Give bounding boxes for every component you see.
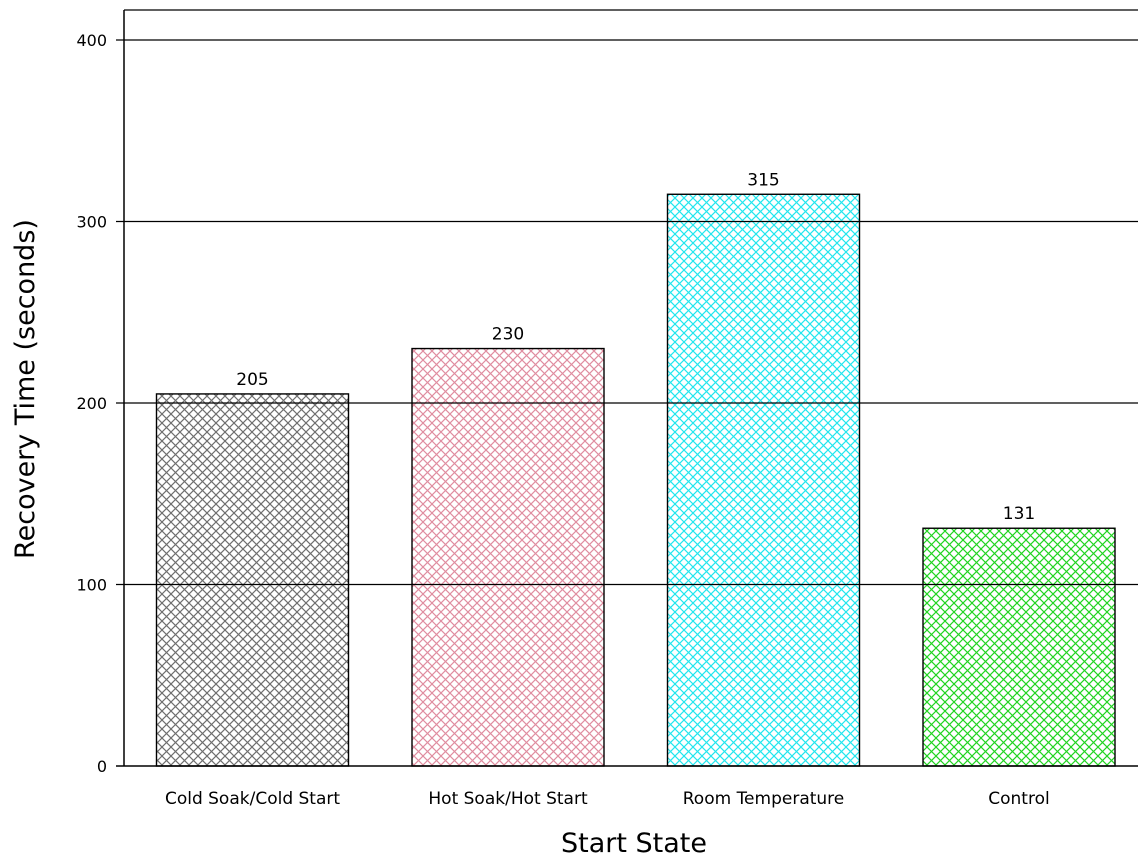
gridlines	[116, 39, 1138, 586]
y-tick-label-0: 0	[97, 757, 107, 776]
category-label-1: Cold Soak/Cold Start	[165, 789, 340, 809]
data-label-4: 131	[1003, 504, 1035, 524]
category-labels: Cold Soak/Cold Start Hot Soak/Hot Start Ro…	[165, 789, 1050, 809]
bar-3	[666, 193, 861, 767]
x-axis-title: Start State	[561, 828, 707, 856]
y-axis-title: Recovery Time (seconds)	[10, 219, 41, 559]
bar-4	[922, 527, 1116, 767]
y-tick-label-200: 200	[76, 394, 107, 413]
category-label-4: Control	[988, 789, 1049, 809]
category-label-2: Hot Soak/Hot Start	[428, 789, 588, 809]
y-tick-labels: 0 100 200 300 400	[76, 31, 107, 776]
bar-2	[411, 347, 605, 767]
y-tick-label-100: 100	[76, 576, 107, 595]
bars	[155, 193, 1116, 767]
bar-1	[155, 393, 350, 767]
data-label-3: 315	[747, 170, 779, 190]
y-tick-label-400: 400	[76, 31, 107, 50]
data-label-2: 230	[492, 325, 524, 345]
data-labels: 205 230 315 131	[236, 170, 1035, 524]
data-label-1: 205	[236, 370, 268, 390]
category-label-3: Room Temperature	[683, 789, 845, 809]
y-tick-label-300: 300	[76, 213, 107, 232]
axes	[116, 9, 1138, 767]
